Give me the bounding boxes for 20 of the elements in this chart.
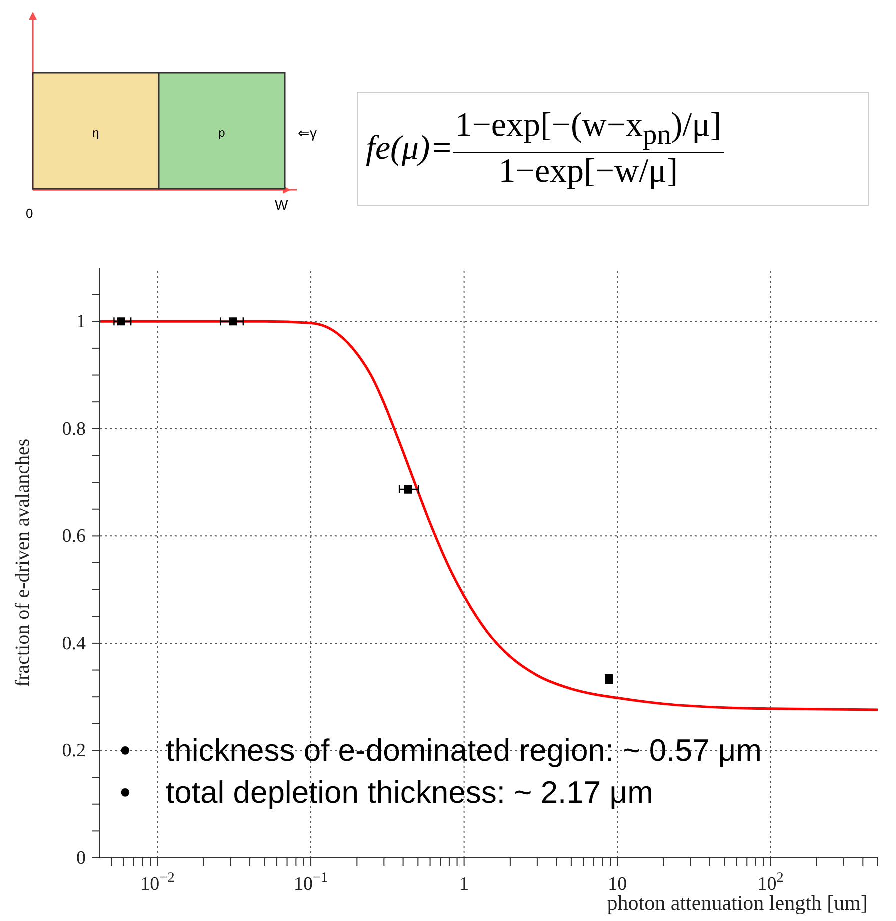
annotation: thickness of e-dominated region: ~ 0.57 μm [166, 733, 762, 768]
y-tick-label: 0 [76, 848, 86, 869]
annotation: • [120, 732, 132, 770]
y-axis-title: fraction of e-driven avalanches [12, 438, 34, 688]
y-tick-label: 0.8 [62, 418, 86, 440]
y-tick-label: 0.2 [62, 740, 86, 762]
annotation: total depletion thickness: ~ 2.17 μm [166, 775, 654, 810]
x-tick-label: 1 [460, 874, 470, 895]
y-tick-label: 0.6 [62, 526, 86, 548]
y-tick-label: 0.4 [62, 633, 86, 654]
text: ⇐γ [298, 125, 317, 141]
x-tick-label: 10$^{−1}$ [294, 870, 328, 895]
text: W [275, 197, 288, 213]
text: fe(μ)= [366, 130, 454, 168]
x-tick-label: 10$^{−2}$ [140, 870, 175, 895]
y-tick-label: 1 [76, 312, 86, 333]
text: 1−exp[−w/μ] [498, 152, 678, 191]
annotation: • [120, 774, 132, 812]
text: 1−exp[−(w−x$_{pn}$)/μ] [453, 107, 724, 153]
text: 0 [26, 206, 34, 221]
